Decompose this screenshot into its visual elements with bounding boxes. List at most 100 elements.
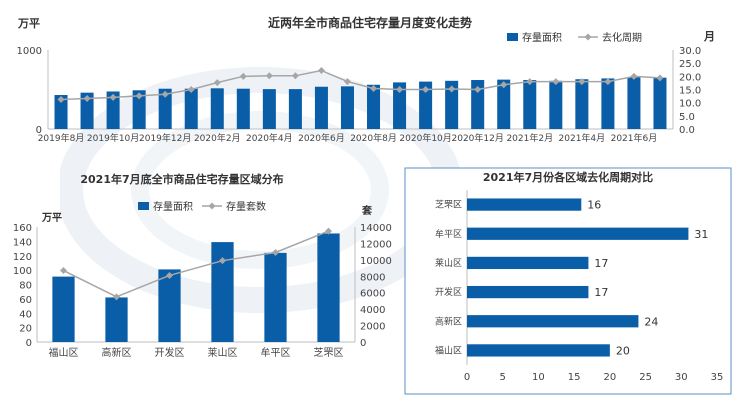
district-distribution-right-tick: 8000 [360,272,385,283]
monthly-trend-point [526,78,534,86]
district-distribution-right-tick: 14000 [360,223,392,234]
district-distribution-bar [211,242,234,342]
monthly-trend-point [604,78,612,86]
monthly-trend-bar [132,90,146,129]
district-distribution-right-tick: 4000 [360,305,385,316]
monthly-trend-bar [236,88,250,129]
monthly-trend-point [656,74,664,82]
district-distribution-right-tick: 12000 [360,239,392,250]
monthly-trend-point [422,86,430,93]
monthly-trend-x-tick: 2020年2月 [194,132,241,144]
monthly-trend-right-tick: 10.0 [679,99,701,110]
monthly-trend-point [57,96,65,104]
district-distribution-bar [158,269,181,342]
district-distribution-chart: 2021年7月底全市商品住宅存量区域分布 万平 套 存量面积 存量套数 0 20 40… [13,172,392,359]
legend-swatch-bar [138,202,149,210]
monthly-trend-x-tick: 2021年6月 [611,132,658,144]
district-distribution-bar [52,276,75,342]
monthly-trend-legend: 存量面积 去化周期 [507,31,642,44]
monthly-trend-x-tick: 2019年8月 [38,132,85,144]
monthly-trend-left-tick: 1000 [17,46,42,57]
monthly-trend-bar [627,77,641,129]
district-distribution-point [113,293,120,301]
monthly-trend-line [60,69,661,101]
district-distribution-x-tick: 莱山区 [208,347,238,359]
district-distribution-x-tick: 芝罘区 [314,346,344,359]
legend-label-bar: 存量面积 [522,31,562,44]
monthly-trend-bar [575,79,589,129]
district-distribution-left-unit: 万平 [41,212,62,224]
legend-swatch-bar [507,33,518,41]
monthly-trend-right-tick: 30.0 [679,46,701,57]
district-distribution-x-tick: 福山区 [49,346,79,359]
monthly-trend-bar [549,80,563,129]
monthly-trend-right-tick: 25.0 [679,59,701,70]
monthly-trend-bar [210,88,224,129]
legend-label-bar: 存量面积 [153,200,193,213]
monthly-trend-left-tick: 0 [36,125,42,136]
monthly-trend-point [239,72,247,80]
monthly-trend-point [370,84,378,92]
monthly-trend-x-tick: 2021年4月 [559,132,606,144]
monthly-trend-x-tick: 2020年12月 [452,132,504,144]
monthly-trend-bar [653,77,667,129]
district-distribution-point [219,257,226,265]
monthly-trend-x-tick: 2019年10月 [87,132,139,144]
monthly-trend-right-tick: 0.0 [679,125,695,136]
district-cycle-chart: 2021年7月份各区域去化周期对比 16 31 17 17 24 20 0 5 10 15 20 2… [404,167,732,395]
district-cycle-y-tick: 牟平区 [435,228,462,240]
district-distribution-title: 2021年7月底全市商品住宅存量区域分布 [80,172,283,186]
monthly-trend-point [213,79,221,87]
district-distribution-point [166,271,173,279]
monthly-trend-point [474,86,482,93]
district-distribution-left-tick: 40 [19,309,32,320]
monthly-trend-point [291,72,299,80]
district-distribution-bar [317,233,340,342]
monthly-trend-bar [184,88,198,129]
monthly-trend-bar [314,86,328,129]
monthly-trend-point [500,81,508,89]
district-distribution-x-tick: 高新区 [102,346,132,359]
district-cycle-x-tick: 0 [464,372,470,383]
district-cycle-bar [467,256,589,270]
monthly-trend-chart: 近两年全市商品住宅存量月度变化走势 万平 月 存量面积 去化周期 0 1000 0.0… [17,15,715,144]
monthly-trend-x-tick: 2020年6月 [298,132,345,144]
monthly-trend-bar [419,81,433,129]
district-distribution-right-tick: 10000 [360,256,392,267]
monthly-trend-x-tick: 2021年2月 [506,132,553,144]
monthly-trend-point [109,93,117,101]
district-distribution-right-tick: 2000 [360,322,385,333]
district-cycle-x-tick: 20 [603,372,616,383]
district-cycle-x-tick: 25 [639,372,652,383]
district-cycle-y-tick: 福山区 [435,344,462,356]
district-cycle-data-label: 24 [644,315,658,328]
monthly-trend-bar [601,78,615,129]
district-cycle-x-tick: 5 [500,372,506,383]
legend-label-line: 存量套数 [226,200,266,213]
district-distribution-bar [105,297,128,342]
district-distribution-left-tick: 20 [19,324,32,335]
district-distribution-left-tick: 0 [26,338,32,349]
district-distribution-legend: 存量面积 存量套数 [138,200,266,213]
district-distribution-right-tick: 6000 [360,289,385,300]
district-cycle-bar [467,227,689,240]
district-distribution-left-tick: 80 [19,281,32,292]
monthly-trend-right-tick: 20.0 [679,72,701,83]
monthly-trend-point [135,92,143,100]
monthly-trend-bar [367,84,381,129]
monthly-trend-bar [262,89,276,129]
monthly-trend-point [83,94,91,102]
monthly-trend-bar [106,91,120,129]
monthly-trend-bar [288,89,302,129]
district-distribution-point [60,267,67,275]
monthly-trend-right-unit: 月 [703,30,715,43]
monthly-trend-point [578,78,586,86]
district-cycle-bar [467,285,589,299]
monthly-trend-bar [471,80,485,129]
monthly-trend-bar [523,80,537,129]
monthly-trend-point [552,78,560,86]
district-cycle-x-tick: 15 [568,372,581,383]
district-cycle-bar [467,315,639,328]
monthly-trend-right-tick: 5.0 [679,112,695,123]
district-distribution-left-tick: 140 [13,237,32,248]
